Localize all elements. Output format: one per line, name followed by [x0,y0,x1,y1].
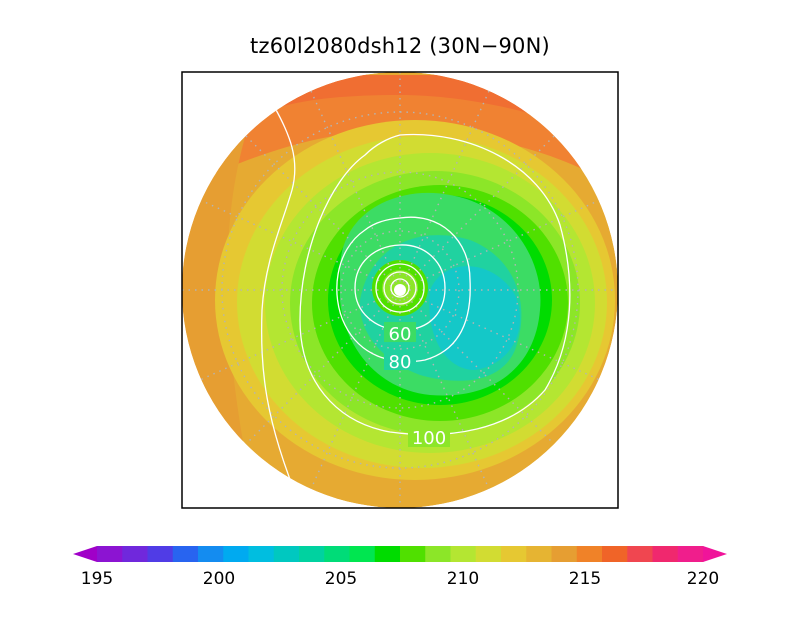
colorbar-box [450,546,477,562]
colorbar-box [223,546,249,562]
colorbar-box [349,546,376,562]
lat-circle [281,171,519,409]
contour-line [390,278,410,298]
lon-line [245,135,555,445]
contour-label-60: 60 [389,324,412,345]
colorbar-box [324,546,350,562]
colorbar-box [248,546,275,562]
colorbar-box [400,546,426,562]
colorbar-box [602,546,628,562]
colorbar-box [627,546,653,562]
colorbar-tick-label: 195 [80,569,114,589]
colorbar-tick-label: 220 [686,569,720,589]
lat-circle [221,111,579,469]
colorbar-box [122,546,148,562]
plot-frame [181,71,619,509]
lon-line [245,135,555,445]
colorbar-box [97,546,123,562]
contour-line [375,263,425,313]
colorbar-box [299,546,325,562]
contour-label-100: 100 [412,428,446,449]
contour-label-80: 80 [389,352,412,373]
colorbar-box [652,546,679,562]
colorbar-extend-high [703,546,727,562]
graticule [182,72,618,508]
lon-line [310,90,490,490]
pole-marker [394,284,406,296]
colorbar-box [425,546,451,562]
colorbar-box [374,546,401,562]
colorbar-box [147,546,174,562]
colorbar-tick-label: 215 [568,569,602,589]
colorbar-box [677,546,704,562]
colorbar [73,546,727,562]
colorbar-tick-label: 210 [446,569,480,589]
lon-line [310,90,490,490]
colorbar-box [526,546,552,562]
colorbar-extend-low [73,546,97,562]
lat-circle [340,230,460,350]
colorbar-box [475,546,502,562]
colorbar-tick-label: 205 [324,569,358,589]
contour-line [383,271,417,305]
colorbar-box [273,546,300,562]
contour-line [260,107,301,506]
colorbar-box [551,546,578,562]
colorbar-box [576,546,603,562]
colorbar-tick-label: 200 [202,569,236,589]
map-title: tz60l2080dsh12 (30N−90N) [250,34,550,58]
colorbar-box [501,546,527,562]
colorbar-box [198,546,224,562]
colorbar-box [172,546,199,562]
